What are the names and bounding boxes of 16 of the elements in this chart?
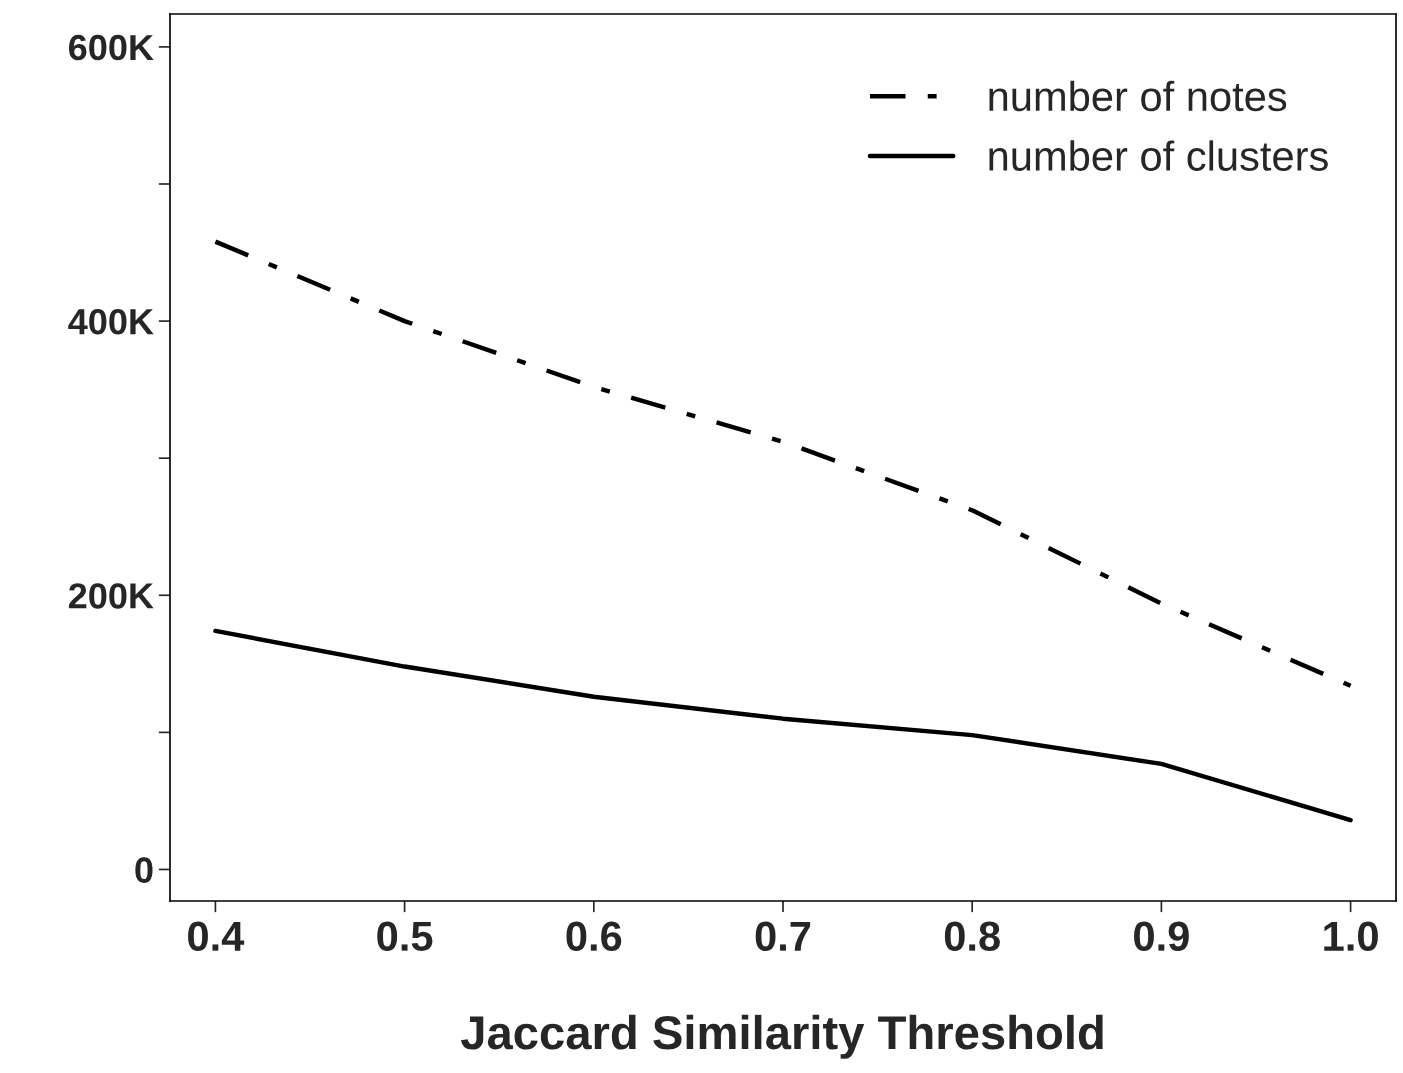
x-tick-label: 0.9 [1134, 921, 1189, 952]
x-tick-label: 0.6 [566, 921, 622, 952]
x-tick-label: 0.5 [377, 921, 433, 952]
x-axis-title: Jaccard Similarity Threshold [460, 1014, 1103, 1059]
line-series [213, 239, 1353, 688]
x-tick-label: 1.0 [1324, 921, 1378, 952]
legend-label: number of notes [989, 80, 1287, 112]
y-tick-label: 400K [68, 308, 154, 335]
legend-label: number of clusters [989, 140, 1328, 171]
y-tick-label: 600K [69, 34, 154, 61]
y-tick-label: 200K [68, 583, 154, 609]
x-tick-label: 0.4 [188, 921, 245, 952]
line-series [213, 628, 1353, 823]
x-tick-label: 0.7 [755, 921, 811, 952]
x-tick-label: 0.8 [944, 921, 1000, 952]
y-tick-label: 0 [135, 857, 153, 883]
